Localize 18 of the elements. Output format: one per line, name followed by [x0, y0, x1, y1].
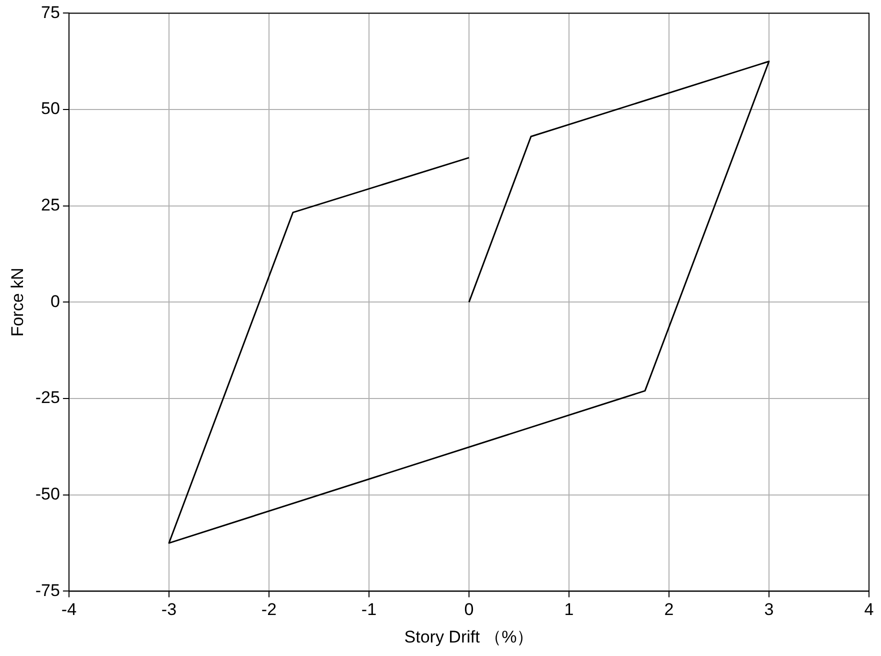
x-tick-label: -2 [261, 600, 277, 620]
x-tick-label: -4 [61, 600, 77, 620]
x-tick-label: -1 [361, 600, 377, 620]
x-axis-title: Story Drift （%） [404, 627, 534, 646]
y-tick-label: -75 [35, 580, 60, 600]
x-tick-label: 0 [464, 600, 474, 620]
x-tick-label: 1 [564, 600, 574, 620]
y-tick-label: 25 [41, 196, 60, 215]
y-tick-label: 0 [50, 292, 60, 311]
y-tick-label: -25 [35, 388, 60, 408]
y-tick-label: 75 [41, 2, 60, 22]
x-tick-label: 4 [864, 600, 874, 620]
y-tick-label: 50 [41, 99, 60, 118]
x-tick-label: 3 [764, 600, 774, 620]
y-axis-title: Force kN [8, 268, 27, 337]
y-tick-label: -50 [35, 484, 60, 504]
x-tick-label: -3 [161, 600, 177, 620]
x-tick-label: 2 [664, 600, 674, 620]
